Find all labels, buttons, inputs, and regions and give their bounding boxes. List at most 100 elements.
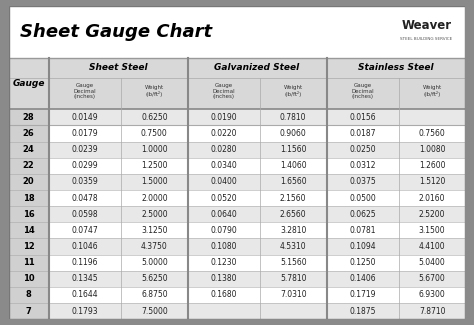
Text: 0.0220: 0.0220 <box>210 129 237 138</box>
Text: 24: 24 <box>23 145 35 154</box>
Text: 0.1680: 0.1680 <box>210 291 237 299</box>
Bar <box>9 303 49 319</box>
Text: 5.1560: 5.1560 <box>280 258 307 267</box>
Text: 22: 22 <box>23 161 35 170</box>
Bar <box>9 222 465 239</box>
Text: 0.1644: 0.1644 <box>72 291 98 299</box>
Bar <box>9 125 49 141</box>
Text: Weight
(lb/ft²): Weight (lb/ft²) <box>145 85 164 97</box>
Text: Gauge
Decimal
(inches): Gauge Decimal (inches) <box>351 83 374 99</box>
Text: 0.0625: 0.0625 <box>349 210 376 219</box>
Text: 0.1406: 0.1406 <box>349 274 376 283</box>
Text: Stainless Steel: Stainless Steel <box>358 63 434 72</box>
Text: 0.0312: 0.0312 <box>349 161 376 170</box>
Text: 0.1875: 0.1875 <box>349 306 376 316</box>
Text: Weight
(lb/ft²): Weight (lb/ft²) <box>422 85 442 97</box>
Text: STEEL BUILDING SERVICE: STEEL BUILDING SERVICE <box>400 37 452 42</box>
Bar <box>9 239 465 254</box>
Bar <box>9 287 465 303</box>
Text: 7: 7 <box>26 306 31 316</box>
Text: 12: 12 <box>23 242 35 251</box>
Text: 2.5200: 2.5200 <box>419 210 446 219</box>
Text: 1.6560: 1.6560 <box>280 177 307 187</box>
Text: 0.0190: 0.0190 <box>210 113 237 122</box>
Text: 7.5000: 7.5000 <box>141 306 168 316</box>
Text: 6.8750: 6.8750 <box>141 291 168 299</box>
Text: 0.0359: 0.0359 <box>72 177 98 187</box>
Bar <box>9 109 465 125</box>
Text: 2.1560: 2.1560 <box>280 194 307 202</box>
Text: 0.0400: 0.0400 <box>210 177 237 187</box>
Text: 0.0156: 0.0156 <box>349 113 376 122</box>
Text: 0.0747: 0.0747 <box>72 226 98 235</box>
Text: 0.0598: 0.0598 <box>72 210 98 219</box>
Text: Gauge
Decimal
(inches): Gauge Decimal (inches) <box>212 83 235 99</box>
Text: 6.9300: 6.9300 <box>419 291 446 299</box>
Text: 2.0160: 2.0160 <box>419 194 446 202</box>
Text: 0.0250: 0.0250 <box>349 145 376 154</box>
Text: 0.0790: 0.0790 <box>210 226 237 235</box>
Text: 10: 10 <box>23 274 35 283</box>
Bar <box>9 58 465 109</box>
Text: 4.4100: 4.4100 <box>419 242 446 251</box>
Text: 0.1250: 0.1250 <box>349 258 376 267</box>
Text: 1.0000: 1.0000 <box>141 145 168 154</box>
Text: 0.6250: 0.6250 <box>141 113 168 122</box>
Bar <box>9 254 49 271</box>
Text: 5.0000: 5.0000 <box>141 258 168 267</box>
Text: 0.1380: 0.1380 <box>210 274 237 283</box>
Text: 3.1250: 3.1250 <box>141 226 168 235</box>
Text: 0.1345: 0.1345 <box>72 274 98 283</box>
Text: 0.0187: 0.0187 <box>349 129 376 138</box>
Text: 4.5310: 4.5310 <box>280 242 307 251</box>
Text: 0.0149: 0.0149 <box>72 113 98 122</box>
Text: Sheet Gauge Chart: Sheet Gauge Chart <box>20 23 212 41</box>
Text: 11: 11 <box>23 258 35 267</box>
Bar <box>9 174 465 190</box>
Text: 8: 8 <box>26 291 31 299</box>
Text: Weight
(lb/ft²): Weight (lb/ft²) <box>283 85 303 97</box>
Text: Galvanized Steel: Galvanized Steel <box>214 63 300 72</box>
Bar <box>9 271 465 287</box>
Text: 0.0340: 0.0340 <box>210 161 237 170</box>
Text: 0.7500: 0.7500 <box>141 129 168 138</box>
Bar <box>9 141 465 158</box>
Text: 2.5000: 2.5000 <box>141 210 168 219</box>
Bar <box>9 190 49 206</box>
Text: 7.0310: 7.0310 <box>280 291 307 299</box>
Text: 0.0500: 0.0500 <box>349 194 376 202</box>
Text: 28: 28 <box>23 113 35 122</box>
Text: Gauge: Gauge <box>12 79 45 88</box>
Text: 0.0478: 0.0478 <box>72 194 98 202</box>
Text: 26: 26 <box>23 129 35 138</box>
Text: 0.1230: 0.1230 <box>210 258 237 267</box>
Text: 0.1094: 0.1094 <box>349 242 376 251</box>
Bar <box>9 303 465 319</box>
Text: 0.1719: 0.1719 <box>349 291 376 299</box>
Text: 1.1560: 1.1560 <box>280 145 307 154</box>
Text: 0.7560: 0.7560 <box>419 129 446 138</box>
Text: 0.7810: 0.7810 <box>280 113 307 122</box>
Text: 0.0781: 0.0781 <box>349 226 376 235</box>
Text: 0.0640: 0.0640 <box>210 210 237 219</box>
Text: 0.1046: 0.1046 <box>72 242 98 251</box>
Bar <box>9 158 49 174</box>
Text: 20: 20 <box>23 177 35 187</box>
Text: 1.4060: 1.4060 <box>280 161 307 170</box>
Text: Weaver: Weaver <box>401 19 452 32</box>
Text: 1.0080: 1.0080 <box>419 145 446 154</box>
Text: 14: 14 <box>23 226 35 235</box>
Text: 5.7810: 5.7810 <box>280 274 307 283</box>
Text: Sheet Steel: Sheet Steel <box>89 63 147 72</box>
Text: 1.5000: 1.5000 <box>141 177 168 187</box>
Bar <box>9 190 465 206</box>
Text: 0.1793: 0.1793 <box>72 306 98 316</box>
Text: 0.0239: 0.0239 <box>72 145 98 154</box>
Text: 0.0520: 0.0520 <box>210 194 237 202</box>
Text: 5.6700: 5.6700 <box>419 274 446 283</box>
Bar <box>9 287 49 303</box>
Text: 4.3750: 4.3750 <box>141 242 168 251</box>
Text: 0.1080: 0.1080 <box>210 242 237 251</box>
Text: 0.0299: 0.0299 <box>72 161 98 170</box>
Bar <box>9 125 465 141</box>
